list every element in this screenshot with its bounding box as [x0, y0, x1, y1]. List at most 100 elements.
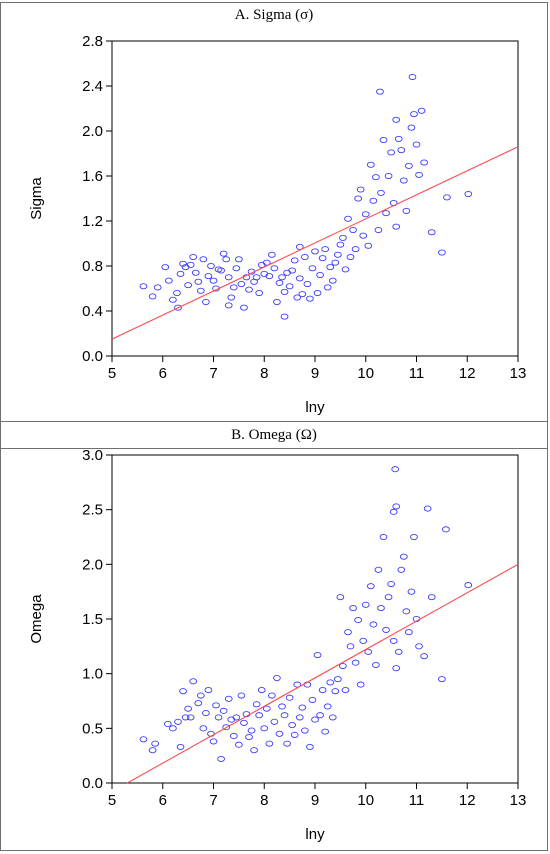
- y-tick-label: 0.4: [82, 303, 103, 320]
- data-point: [194, 700, 203, 707]
- data-point: [364, 242, 373, 249]
- data-point: [407, 588, 416, 595]
- x-tick-label: 7: [209, 792, 217, 809]
- data-point: [392, 223, 401, 230]
- data-point: [464, 190, 473, 198]
- data-point: [423, 505, 432, 512]
- data-point: [344, 215, 352, 222]
- data-point: [417, 107, 426, 114]
- y-tick-label: 3.0: [82, 447, 103, 464]
- data-point: [427, 594, 436, 601]
- data-point: [285, 283, 294, 290]
- data-point: [326, 679, 335, 686]
- data-point: [280, 712, 289, 719]
- data-point: [389, 508, 398, 515]
- panel-sigma: A. Sigma (σ) 5 6 7 8 9 10 11 12 13 0.0 0.4 0.8 1.2 1.…: [0, 2, 548, 422]
- data-point: [245, 286, 253, 293]
- data-point: [366, 161, 375, 168]
- x-tick-label: 12: [459, 792, 476, 809]
- data-point: [298, 704, 307, 711]
- data-point: [139, 283, 148, 290]
- x-tick-label: 13: [510, 792, 527, 809]
- data-point: [176, 743, 185, 750]
- data-point: [387, 149, 395, 156]
- data-point: [384, 172, 393, 180]
- data-point: [255, 289, 264, 297]
- data-point: [173, 289, 181, 297]
- y-axis-label: Omega: [28, 594, 45, 644]
- panel-title-omega: B. Omega (Ω): [1, 422, 547, 449]
- x-tick-label: 9: [311, 365, 319, 382]
- data-point: [326, 264, 335, 271]
- y-tick-label: 1.2: [82, 213, 103, 230]
- x-tick-label: 7: [209, 365, 217, 382]
- y-tick-label: 2.0: [82, 123, 103, 140]
- data-point: [374, 566, 383, 573]
- data-point: [366, 583, 375, 590]
- data-point: [194, 278, 203, 285]
- data-point: [354, 195, 362, 202]
- y-tick-label: 2.5: [82, 502, 103, 519]
- data-point: [407, 124, 416, 131]
- data-point: [311, 716, 319, 723]
- data-point: [311, 248, 319, 255]
- data-point: [308, 265, 317, 272]
- data-point: [321, 246, 330, 253]
- data-point: [148, 293, 157, 300]
- x-tick-label: 8: [260, 792, 268, 809]
- y-tick-label: 1.0: [82, 666, 103, 683]
- data-point: [295, 714, 304, 721]
- x-tick-label: 6: [159, 365, 167, 382]
- data-point: [328, 714, 337, 721]
- sigma-scatter-plot: 5 6 7 8 9 10 11 12 13 0.0 0.4 0.8 1.2 1.6 2.0 2.4 2.8 lny…: [28, 33, 526, 416]
- data-point: [408, 73, 417, 81]
- data-point: [464, 582, 473, 589]
- data-point: [394, 135, 403, 142]
- data-point: [420, 159, 428, 166]
- data-point: [339, 234, 347, 241]
- data-point: [318, 255, 327, 262]
- data-point: [306, 743, 314, 750]
- data-point: [303, 280, 312, 288]
- y-tick-label: 1.5: [82, 611, 103, 628]
- data-point: [331, 259, 340, 266]
- data-point: [399, 553, 408, 560]
- data-point: [288, 722, 297, 729]
- data-point: [402, 608, 411, 615]
- data-point: [191, 269, 200, 276]
- data-point: [260, 725, 269, 732]
- data-point: [202, 298, 210, 306]
- data-point: [209, 738, 218, 745]
- data-point: [382, 210, 390, 217]
- data-point: [189, 253, 198, 261]
- data-point: [139, 736, 148, 743]
- data-point: [427, 229, 436, 236]
- data-point: [316, 271, 324, 279]
- data-point: [280, 288, 289, 295]
- data-point: [278, 703, 286, 710]
- omega-scatter-plot: 5 6 7 8 9 10 11 12 13 0.0 0.5 1.0 1.5 2.0 2.5 3.0 lny Ome…: [28, 447, 527, 843]
- data-point: [344, 629, 352, 636]
- data-point: [410, 533, 418, 541]
- data-point: [339, 662, 347, 670]
- data-point: [392, 503, 401, 510]
- data-point: [372, 174, 380, 181]
- data-point: [405, 162, 413, 169]
- data-point: [207, 262, 215, 270]
- data-point: [285, 694, 294, 701]
- data-point: [359, 232, 368, 239]
- data-point: [257, 687, 266, 694]
- panel-title-sigma: A. Sigma (σ): [234, 7, 314, 23]
- data-point: [227, 294, 236, 301]
- data-point: [420, 653, 428, 660]
- x-tick-label: 6: [159, 792, 167, 809]
- data-point: [323, 284, 332, 291]
- data-point: [232, 265, 241, 272]
- data-point: [341, 266, 350, 273]
- data-point: [268, 251, 276, 258]
- data-point: [382, 626, 390, 633]
- data-point: [402, 207, 411, 214]
- data-point: [265, 273, 274, 280]
- y-tick-label: 0.5: [82, 720, 103, 737]
- data-point: [151, 740, 159, 747]
